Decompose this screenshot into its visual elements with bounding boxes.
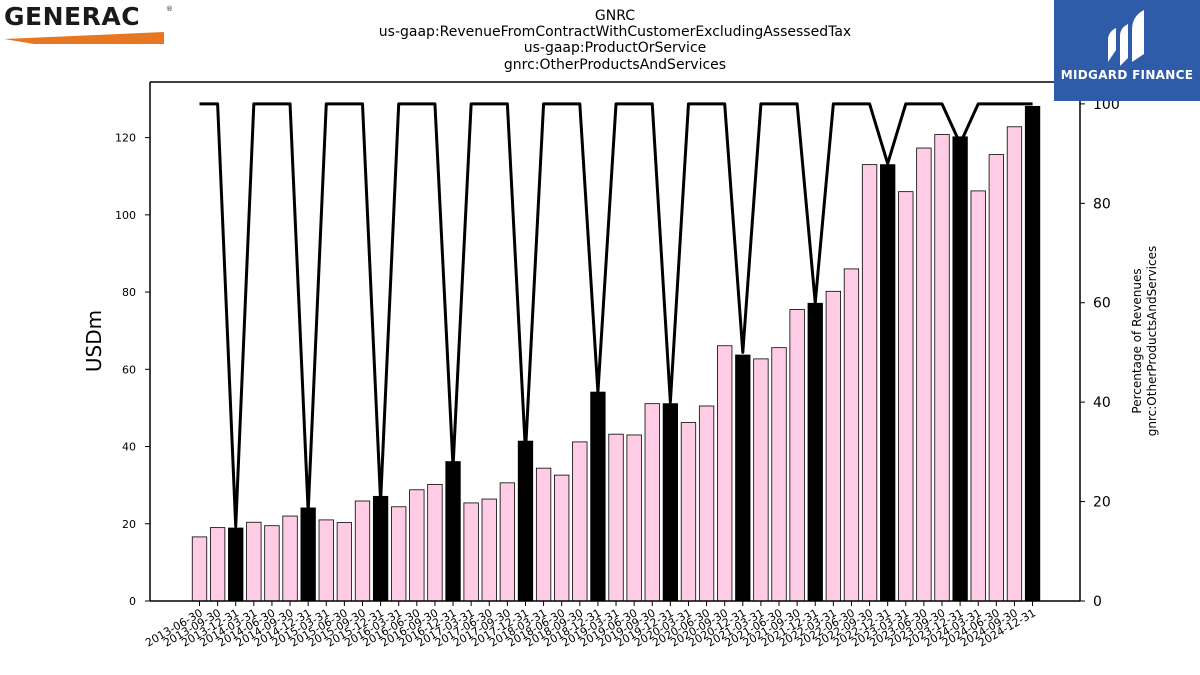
bar (481, 498, 497, 602)
y2-axis-label-line-2: gnrc:OtherProductsAndServices (1145, 246, 1159, 436)
y-tick-label: 120 (115, 132, 136, 145)
bar (572, 441, 588, 602)
y2-tick-label: 0 (1093, 594, 1102, 610)
bar (246, 521, 262, 602)
bar (934, 134, 950, 602)
bar (626, 434, 642, 602)
generac-logo: GENERAC ® (4, 2, 173, 44)
chart-title: GNRC us-gaap:RevenueFromContractWithCust… (379, 8, 851, 73)
bar (644, 403, 660, 602)
bar (952, 136, 968, 602)
bar (825, 290, 841, 602)
chart-title-line-1: GNRC (595, 8, 635, 24)
y2-tick-label: 80 (1093, 196, 1111, 212)
y2-axis-label-line-1: Percentage of Revenues (1130, 268, 1144, 413)
bar (264, 525, 280, 602)
bar (336, 522, 353, 602)
y-tick-label: 0 (129, 595, 136, 608)
bar (228, 527, 244, 602)
generac-logo-text: GENERAC (4, 2, 141, 31)
chart-title-line-2: us-gaap:RevenueFromContractWithCustomerE… (379, 24, 851, 40)
percentage-line (199, 102, 1033, 528)
bar (427, 483, 443, 602)
bar (916, 147, 932, 602)
bar (680, 422, 697, 602)
bar (735, 354, 751, 602)
bar (898, 191, 914, 602)
bar (698, 405, 715, 602)
bar (535, 467, 552, 602)
bar (771, 347, 787, 602)
midgard-finance-logo: MIDGARD FINANCE (1054, 0, 1200, 101)
bar (861, 164, 878, 602)
y2-tick-label: 60 (1093, 296, 1111, 312)
bar (662, 403, 679, 602)
bar (807, 302, 823, 602)
y2-tick-label: 40 (1093, 395, 1111, 411)
midgard-finance-text: MIDGARD FINANCE (1060, 68, 1194, 82)
y-axis-label: USDm (82, 310, 106, 372)
bar (717, 345, 733, 602)
bar (970, 190, 986, 602)
generac-registered-mark: ® (166, 5, 173, 13)
y-tick-label: 40 (122, 441, 136, 454)
bar (1006, 126, 1023, 602)
bar (463, 502, 479, 602)
percentage-line-layer (199, 102, 1033, 528)
y2-tick-label: 20 (1093, 495, 1111, 511)
bar (554, 474, 570, 602)
bar (590, 391, 606, 602)
bar (517, 440, 534, 602)
bar-group (191, 105, 1041, 602)
y-tick-label: 60 (122, 363, 136, 376)
bar (988, 154, 1004, 602)
midgard-logo-icon (1108, 10, 1144, 66)
y-tick-label: 20 (122, 518, 136, 531)
bar (300, 507, 316, 602)
y-tick-label: 80 (122, 286, 136, 299)
bar (318, 519, 334, 602)
bar (789, 309, 805, 602)
bar (409, 489, 425, 602)
bar (191, 536, 208, 602)
bar (209, 527, 226, 602)
bar (499, 482, 516, 602)
generac-swoosh-icon (4, 32, 164, 44)
y-tick-label: 100 (115, 209, 136, 222)
chart-title-line-3: us-gaap:ProductOrService (524, 40, 707, 56)
bar (880, 164, 896, 602)
bar (445, 461, 461, 602)
bar (753, 358, 769, 602)
bar (372, 495, 389, 602)
bar (391, 506, 407, 602)
bar (843, 268, 860, 602)
bar (354, 500, 371, 602)
bar (1024, 105, 1041, 602)
bar (608, 433, 624, 602)
bar (282, 515, 298, 602)
chart-title-line-4: gnrc:OtherProductsAndServices (504, 57, 726, 73)
